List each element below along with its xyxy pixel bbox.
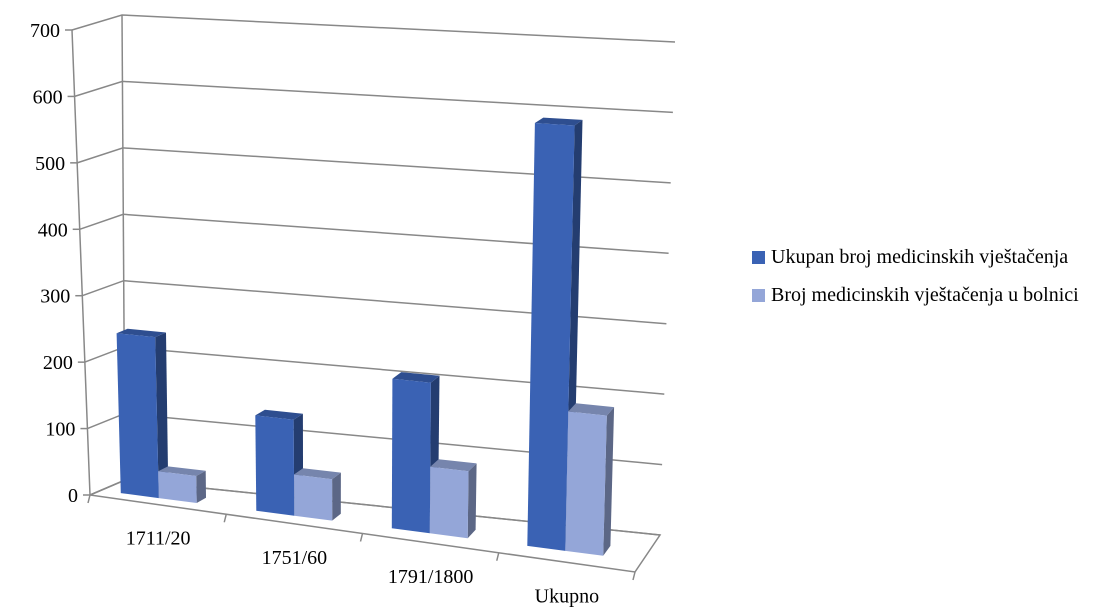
bar <box>255 415 295 516</box>
bar-top <box>430 459 477 472</box>
x-tick-label: Ukupno <box>535 585 599 607</box>
bar <box>116 333 159 499</box>
x-tick-label: 1791/1800 <box>388 566 474 588</box>
legend-swatch <box>752 251 765 264</box>
bar <box>391 378 431 534</box>
bar-side <box>155 332 169 499</box>
x-tick-mark <box>359 533 364 542</box>
bar-top <box>255 409 303 420</box>
grid-line <box>79 213 669 255</box>
grid-line <box>76 147 671 184</box>
grid-line <box>82 279 667 325</box>
bar <box>429 466 469 539</box>
legend-item: Ukupan broj medicinskih vještačenja <box>752 244 1097 270</box>
bar <box>294 474 333 521</box>
bar-side <box>603 407 615 556</box>
y-tick-label: 600 <box>33 86 63 108</box>
x-tick-mark <box>223 514 227 523</box>
legend-label: Ukupan broj medicinskih vještačenja <box>771 246 1069 268</box>
legend-label: Broj medicinskih vještačenja u bolnici <box>771 284 1079 306</box>
bar-top <box>294 468 341 480</box>
x-tick-mark <box>632 571 636 581</box>
bar-side <box>196 470 206 503</box>
bar-side <box>467 463 477 539</box>
y-tick-label: 400 <box>38 219 68 241</box>
x-tick-label: 1711/20 <box>126 528 191 550</box>
grid-line <box>84 346 665 395</box>
bar-top <box>158 466 206 476</box>
legend-item: Broj medicinskih vještačenja u bolnici <box>752 282 1097 308</box>
grid-line <box>71 14 676 43</box>
bar <box>527 123 575 551</box>
y-tick-label: 0 <box>68 485 78 507</box>
bar <box>158 471 197 503</box>
bar-top <box>116 328 166 338</box>
bar-top <box>568 403 615 416</box>
legend-swatch <box>752 289 765 302</box>
bar-top <box>534 117 583 126</box>
bar-top <box>392 372 440 383</box>
y-tick-label: 300 <box>40 286 70 308</box>
y-tick-label: 100 <box>45 419 75 441</box>
y-tick-label: 200 <box>43 352 73 374</box>
x-tick-label: 1751/60 <box>262 547 328 569</box>
x-tick-mark <box>496 552 500 561</box>
bar-side <box>332 472 341 521</box>
bar <box>565 411 607 556</box>
y-tick-label: 500 <box>35 153 65 175</box>
grid-line <box>74 80 673 114</box>
y-tick-label: 700 <box>30 20 60 42</box>
x-tick-mark <box>87 494 91 504</box>
legend: Ukupan broj medicinskih vještačenja Broj … <box>752 244 1097 320</box>
